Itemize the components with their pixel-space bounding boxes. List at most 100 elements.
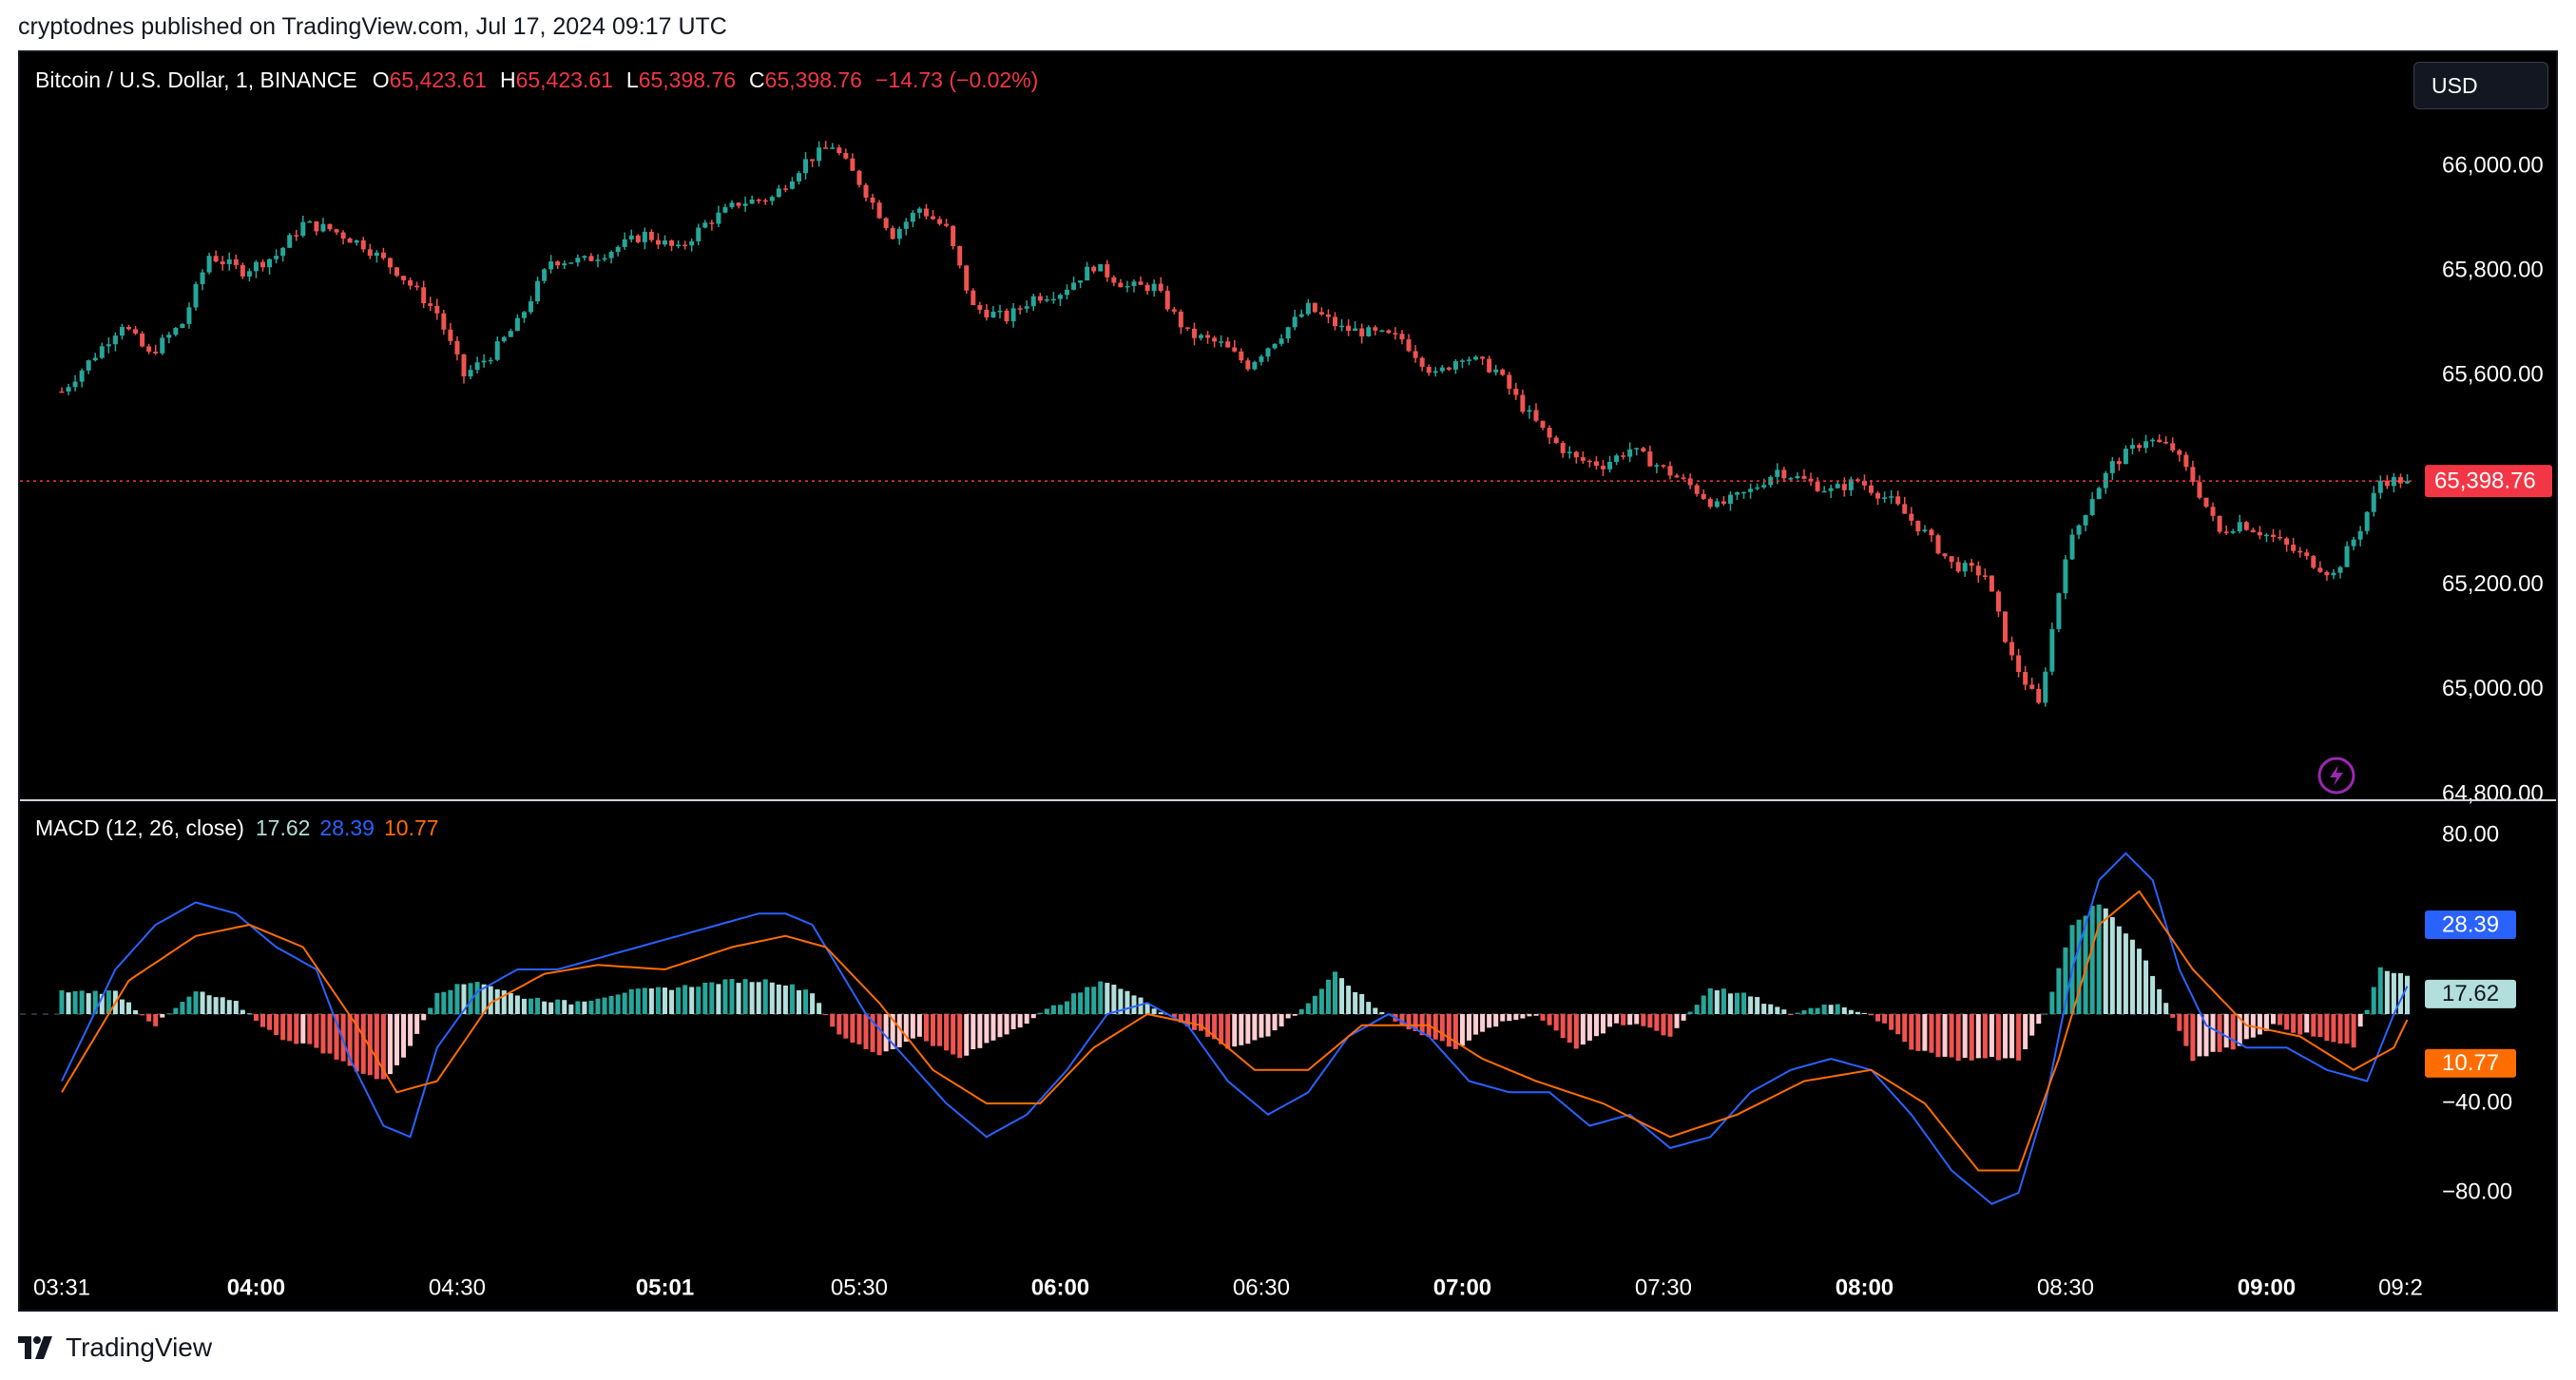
chart-frame[interactable]: 66,000.00 65,800.00 65,600.00 65,200.00 65,0… xyxy=(18,50,2558,1312)
candle-body xyxy=(508,331,513,337)
candle-body xyxy=(830,147,836,149)
time-tick-label: 05:30 xyxy=(831,1275,888,1300)
macd-last-value: 28.39 xyxy=(2442,911,2499,937)
macd-histogram-bar xyxy=(360,1014,366,1074)
candle-body xyxy=(166,335,172,338)
candle-body xyxy=(119,327,125,336)
macd-histogram-bar xyxy=(548,1002,554,1014)
macd-histogram-bar xyxy=(474,982,480,1014)
macd-histogram-bar xyxy=(1694,1005,1700,1014)
candle-body xyxy=(441,313,447,330)
price-tick-label: 65,200.00 xyxy=(2442,571,2544,597)
candle-body xyxy=(1808,478,1814,482)
candle-body xyxy=(749,199,755,204)
price-tick-label: 65,000.00 xyxy=(2442,676,2544,701)
macd-histogram-bar xyxy=(1473,1014,1479,1035)
macd-histogram-bar xyxy=(669,989,675,1014)
candle-body xyxy=(1761,485,1767,488)
macd-histogram-bar xyxy=(2197,1014,2202,1057)
macd-histogram-bar xyxy=(663,987,667,1014)
candle-body xyxy=(1037,296,1043,301)
macd-histogram-bar xyxy=(964,1014,970,1056)
lightning-icon[interactable] xyxy=(2317,757,2355,795)
macd-histogram-bar xyxy=(1975,1014,1981,1059)
macd-histogram-bar xyxy=(1406,1014,1412,1030)
macd-histogram-bar xyxy=(1184,1014,1190,1026)
candle-body xyxy=(2397,476,2403,484)
candle-body xyxy=(133,329,139,334)
candle-body xyxy=(595,259,601,261)
macd-histogram-bar xyxy=(876,1014,882,1056)
candle-body xyxy=(1560,443,1566,453)
candle-body xyxy=(689,240,695,246)
candle-body xyxy=(401,276,407,280)
candle-body xyxy=(1318,312,1324,315)
macd-value: 28.39 xyxy=(319,815,375,840)
macd-histogram-bar xyxy=(736,983,741,1014)
chart-svg[interactable]: 66,000.00 65,800.00 65,600.00 65,200.00 65,0… xyxy=(20,52,2556,1310)
macd-histogram-bar xyxy=(977,1014,983,1048)
candle-body xyxy=(1366,327,1372,336)
macd-histogram-bar xyxy=(2405,975,2410,1014)
macd-histogram-bar xyxy=(769,982,775,1014)
candle-body xyxy=(1131,281,1137,286)
macd-histogram-bar xyxy=(635,988,641,1014)
candle-body xyxy=(1285,327,1291,339)
last-price-badge xyxy=(2425,465,2552,498)
macd-histogram-bar xyxy=(2377,967,2383,1014)
macd-histogram-bar xyxy=(508,992,513,1014)
symbol-legend[interactable]: Bitcoin / U.S. Dollar, 1, BINANCE O65,42… xyxy=(35,67,1038,93)
currency-button[interactable]: USD xyxy=(2413,62,2548,109)
macd-histogram-bar xyxy=(1681,1014,1686,1021)
candle-body xyxy=(461,354,467,377)
candle-body xyxy=(542,269,548,281)
candle-body xyxy=(334,229,339,233)
macd-histogram-bar xyxy=(1889,1014,1894,1030)
candle-body xyxy=(1467,359,1471,361)
candle-body xyxy=(971,290,976,305)
signal-last-value-badge xyxy=(2425,1048,2516,1078)
macd-histogram-bar xyxy=(481,984,487,1014)
macd-histogram-bar xyxy=(2157,988,2163,1014)
candle-body xyxy=(642,231,647,242)
macd-histogram-bar xyxy=(59,990,65,1014)
macd-histogram-bar xyxy=(501,990,507,1014)
macd-histogram-bar xyxy=(1091,987,1097,1014)
macd-histogram-bar xyxy=(997,1014,1003,1038)
macd-histogram-bar xyxy=(1962,1014,1968,1058)
candle-body xyxy=(1171,309,1177,312)
macd-histogram-bar xyxy=(2163,1003,2169,1014)
macd-histogram-bar xyxy=(314,1014,319,1048)
macd-histogram-bar xyxy=(1493,1014,1499,1027)
macd-histogram-bar xyxy=(1955,1014,1961,1062)
candle-body xyxy=(890,227,895,240)
candle-body xyxy=(2297,550,2303,553)
candle-body xyxy=(883,218,889,228)
candle-body xyxy=(1480,356,1486,359)
candle-body xyxy=(1393,333,1398,335)
candle-body xyxy=(635,235,641,242)
candle-body xyxy=(2217,515,2222,532)
macd-histogram-bar xyxy=(1882,1014,1888,1024)
candle-body xyxy=(1125,285,1130,288)
candle-body xyxy=(1004,310,1009,322)
footer[interactable]: TradingView xyxy=(18,1329,212,1367)
candle-body xyxy=(2029,684,2035,689)
macd-histogram-bar xyxy=(1560,1014,1566,1039)
macd-histogram-bar xyxy=(682,985,688,1014)
macd-histogram-bar xyxy=(1413,1014,1418,1032)
macd-legend[interactable]: MACD (12, 26, close) 17.62 28.39 10.77 xyxy=(35,815,439,841)
candle-body xyxy=(106,344,111,347)
macd-histogram-bar xyxy=(595,998,601,1014)
macd-histogram-bar xyxy=(1755,997,1760,1014)
candle-body xyxy=(1875,492,1881,499)
macd-histogram-bar xyxy=(2109,917,2115,1014)
candle-body xyxy=(434,305,440,314)
macd-histogram-bar xyxy=(1500,1014,1506,1022)
candle-body xyxy=(186,307,192,324)
candle-body xyxy=(797,173,801,182)
candle-body xyxy=(2197,482,2202,498)
macd-histogram-bar xyxy=(1614,1014,1620,1024)
macd-histogram-bar xyxy=(944,1014,950,1051)
macd-histogram-bar xyxy=(2384,970,2390,1014)
